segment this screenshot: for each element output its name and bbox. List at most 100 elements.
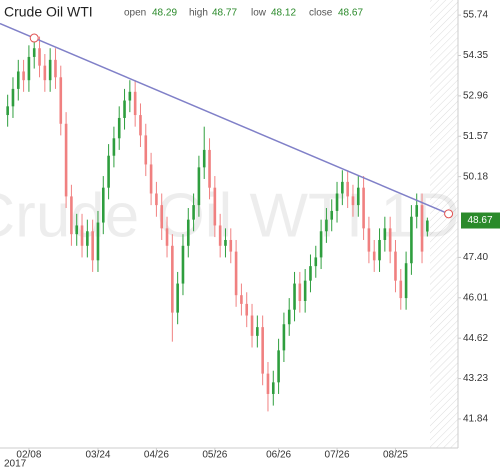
candle-body (298, 283, 302, 301)
year-label: 2017 (4, 459, 27, 470)
candle-body (86, 231, 89, 246)
candle-body (335, 193, 339, 211)
candle-body (139, 115, 142, 136)
candle-body (266, 373, 270, 394)
open-value: 48.29 (152, 8, 177, 19)
candle-body (160, 205, 164, 229)
chart-title: Crude Oil WTI (4, 4, 93, 20)
y-tick-label: 54.35 (463, 50, 488, 61)
candle-body (410, 216, 413, 264)
candle-body (415, 205, 419, 217)
candle-body (202, 149, 206, 168)
candle-body (325, 219, 328, 232)
candle-body (309, 266, 312, 281)
candle-body (22, 71, 25, 81)
candle-body (367, 228, 371, 252)
candle-body (319, 231, 323, 258)
last-price-tag (461, 212, 500, 229)
candle-body (101, 187, 105, 223)
y-tick-label: 55.74 (463, 10, 488, 21)
candle-body (245, 303, 249, 316)
candle-body (356, 187, 360, 206)
candle-body (59, 77, 63, 124)
candle-body (48, 59, 52, 81)
candle-body (128, 91, 132, 101)
candle-body (11, 88, 15, 107)
candle-body (256, 327, 259, 336)
y-tick-label: 41.84 (463, 414, 488, 425)
candle-body (123, 100, 126, 118)
candle-body (420, 205, 424, 252)
trendline-point (444, 209, 454, 219)
candle-body (70, 196, 73, 235)
candle-body (112, 138, 116, 156)
trendline-point (29, 33, 39, 43)
y-tick-label: 52.96 (463, 91, 488, 102)
candle-body (197, 167, 201, 206)
candle-body (117, 117, 121, 139)
last-price-label: 48.67 (467, 215, 492, 226)
candle-body (388, 228, 392, 252)
plot (6, 36, 429, 412)
candle-body (271, 382, 275, 394)
candle-body (426, 220, 429, 232)
candle-body (181, 245, 185, 284)
y-tick-label: 47.40 (463, 252, 488, 263)
candle-body (240, 295, 243, 304)
candle-body (341, 181, 344, 194)
candle-body (250, 315, 254, 336)
candle-body (149, 164, 153, 194)
y-tick-label: 46.01 (463, 292, 488, 303)
candle-body (218, 225, 222, 246)
open-label: open (124, 8, 146, 19)
trendline (0, 22, 449, 215)
candle-body (16, 71, 20, 89)
x-tick-label: 02/08 (16, 450, 41, 461)
x-tick-label: 04/26 (144, 450, 169, 461)
y-tick-label: 50.18 (463, 171, 488, 182)
candle-body (176, 283, 179, 313)
candle-body (261, 327, 264, 374)
candle-body (362, 187, 365, 229)
candle-body (96, 222, 100, 261)
x-tick-label: 06/26 (266, 450, 291, 461)
candle-body (277, 350, 280, 383)
candle-body (32, 48, 36, 57)
candle-body (234, 251, 238, 296)
high-value: 48.77 (212, 8, 237, 19)
high-label: high (189, 8, 208, 19)
candle-body (91, 231, 94, 261)
candle-body (192, 205, 195, 220)
low-value: 48.12 (271, 8, 296, 19)
candle-body (6, 106, 9, 116)
x-tick-label: 03/24 (85, 450, 110, 461)
x-tick-label: 05/26 (202, 450, 227, 461)
low-label: low (251, 8, 267, 19)
candle-body (378, 239, 381, 261)
close-label: close (309, 8, 333, 19)
candle-body (314, 257, 318, 267)
candle-body (293, 283, 296, 310)
candle-body (155, 193, 158, 206)
candle-body (399, 280, 403, 299)
candle-body (213, 187, 217, 226)
candle-body (80, 225, 84, 246)
y-tick-label: 43.23 (463, 373, 488, 384)
candle-body (282, 324, 286, 351)
candle-body (75, 225, 79, 235)
candle-body (186, 219, 190, 246)
candle-body (208, 149, 211, 188)
candle-body (287, 309, 291, 325)
candle-body (64, 123, 68, 197)
candle-body (133, 91, 137, 116)
candle-body (165, 228, 169, 246)
candle-body (346, 181, 349, 197)
y-tick-label: 44.62 (463, 333, 488, 344)
candle-body (303, 280, 307, 301)
candle-body (351, 196, 355, 206)
candle-body (27, 56, 31, 81)
candle-body (171, 245, 174, 313)
candle-body (404, 263, 408, 299)
candle-body (144, 135, 148, 165)
